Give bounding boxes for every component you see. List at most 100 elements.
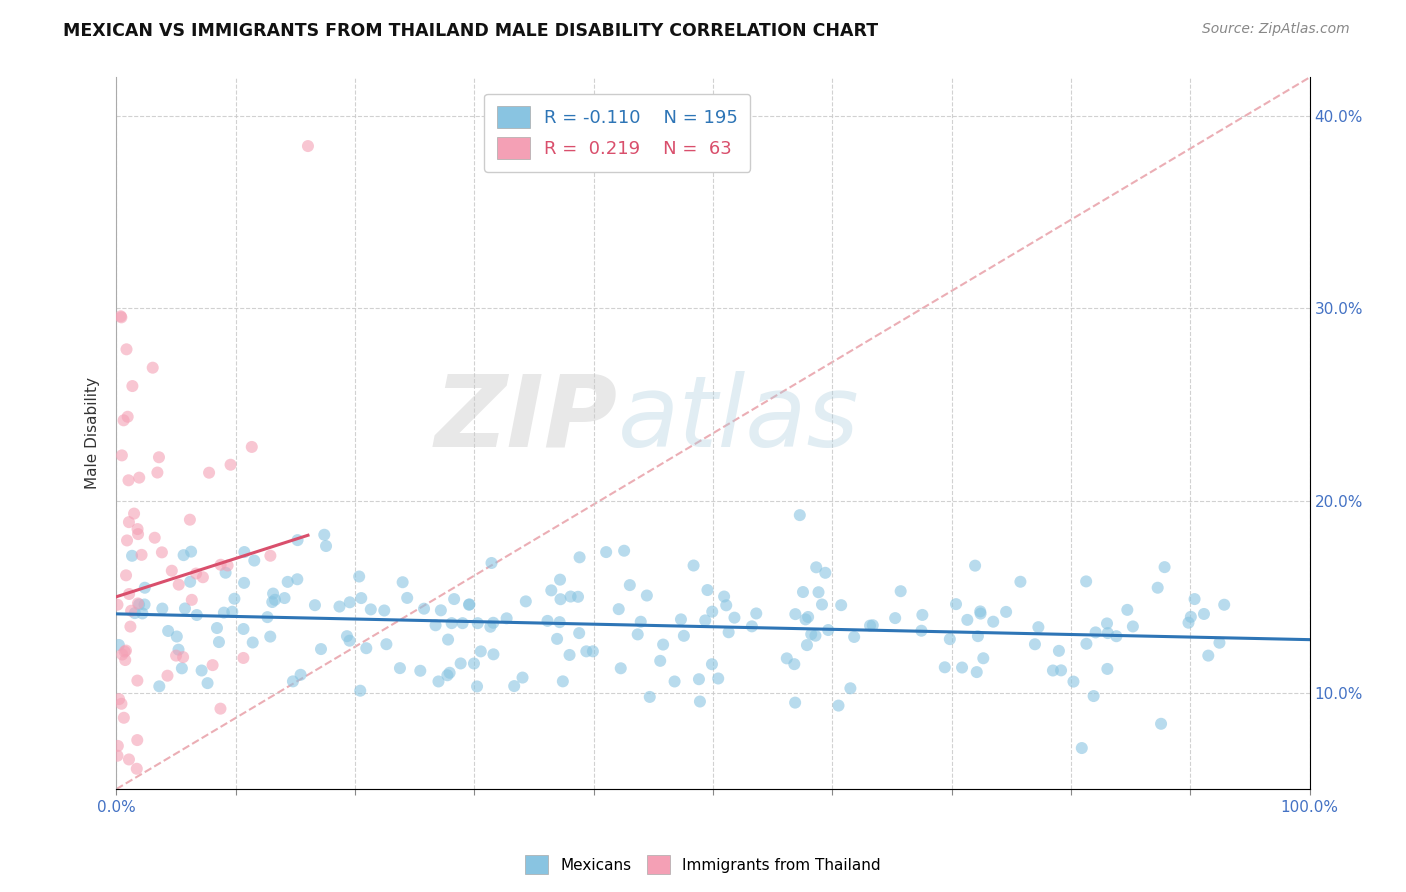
Legend: Mexicans, Immigrants from Thailand: Mexicans, Immigrants from Thailand [519, 849, 887, 880]
Point [127, 733, 149, 747]
Point [1024, 637, 1046, 651]
Point [811, 598, 834, 612]
Point [121, 549, 143, 563]
Point [995, 605, 1018, 619]
Point [551, 674, 574, 689]
Point [186, 607, 208, 622]
Point [107, 748, 129, 763]
Point [482, 648, 505, 662]
Point [945, 597, 967, 611]
Point [652, 638, 675, 652]
Point [127, 527, 149, 541]
Point [277, 574, 299, 589]
Point [595, 545, 617, 559]
Point [707, 672, 730, 686]
Point [1097, 626, 1119, 640]
Point [723, 610, 745, 624]
Point [814, 566, 837, 580]
Point [131, 548, 153, 562]
Point [125, 762, 148, 776]
Point [1105, 629, 1128, 643]
Point [443, 592, 465, 607]
Point [536, 614, 558, 628]
Point [568, 550, 591, 565]
Point [783, 657, 806, 672]
Point [373, 603, 395, 617]
Point [440, 616, 463, 631]
Point [396, 591, 419, 605]
Point [713, 590, 735, 604]
Point [115, 533, 138, 548]
Point [122, 507, 145, 521]
Point [409, 664, 432, 678]
Point [179, 574, 201, 589]
Point [108, 692, 131, 706]
Legend: R = -0.110    N = 195, R =  0.219    N =  63: R = -0.110 N = 195, R = 0.219 N = 63 [485, 94, 751, 172]
Point [1095, 616, 1118, 631]
Point [118, 587, 141, 601]
Point [582, 644, 605, 658]
Point [969, 604, 991, 618]
Point [546, 632, 568, 646]
Point [167, 642, 190, 657]
Point [347, 569, 370, 583]
Point [1122, 619, 1144, 633]
Point [131, 607, 153, 621]
Point [630, 615, 652, 629]
Point [148, 679, 170, 693]
Point [127, 597, 149, 611]
Point [568, 626, 591, 640]
Point [108, 638, 131, 652]
Point [256, 610, 278, 624]
Point [427, 674, 450, 689]
Point [716, 599, 738, 613]
Point [356, 641, 378, 656]
Text: Source: ZipAtlas.com: Source: ZipAtlas.com [1202, 22, 1350, 37]
Point [689, 694, 711, 708]
Point [232, 622, 254, 636]
Point [890, 584, 912, 599]
Point [114, 644, 136, 658]
Point [148, 450, 170, 465]
Point [281, 674, 304, 689]
Point [124, 794, 146, 808]
Point [470, 644, 492, 658]
Point [430, 603, 453, 617]
Point [792, 585, 814, 599]
Point [260, 801, 283, 815]
Point [339, 595, 361, 609]
Point [120, 619, 142, 633]
Point [911, 607, 934, 622]
Point [1213, 598, 1236, 612]
Point [173, 548, 195, 562]
Point [1146, 581, 1168, 595]
Point [939, 632, 962, 646]
Point [157, 624, 180, 638]
Point [150, 545, 173, 559]
Point [741, 619, 763, 633]
Point [862, 618, 884, 632]
Point [134, 581, 156, 595]
Point [1150, 716, 1173, 731]
Point [785, 696, 807, 710]
Point [212, 606, 235, 620]
Point [128, 598, 150, 612]
Point [548, 573, 571, 587]
Point [309, 642, 332, 657]
Point [114, 653, 136, 667]
Point [150, 601, 173, 615]
Point [495, 611, 517, 625]
Point [1177, 615, 1199, 630]
Point [111, 449, 134, 463]
Point [966, 665, 988, 679]
Point [550, 592, 572, 607]
Point [124, 606, 146, 620]
Point [844, 630, 866, 644]
Point [232, 651, 254, 665]
Point [110, 310, 132, 324]
Point [458, 598, 481, 612]
Point [214, 566, 236, 580]
Point [111, 648, 134, 662]
Point [1184, 592, 1206, 607]
Point [243, 553, 266, 567]
